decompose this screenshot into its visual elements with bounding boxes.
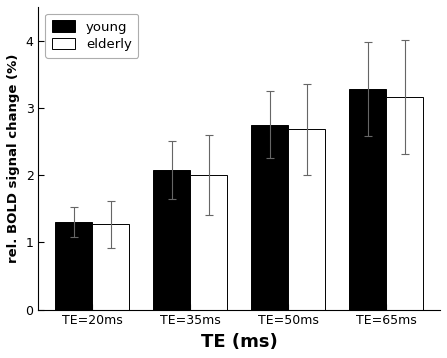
Legend: young, elderly: young, elderly <box>45 14 138 58</box>
X-axis label: TE (ms): TE (ms) <box>201 333 278 351</box>
Bar <box>349 89 386 310</box>
Bar <box>153 170 190 310</box>
Bar <box>288 129 325 310</box>
Bar <box>251 125 288 310</box>
Bar <box>55 222 92 310</box>
Y-axis label: rel. BOLD signal change (%): rel. BOLD signal change (%) <box>7 54 20 263</box>
Bar <box>92 224 130 310</box>
Bar <box>190 175 228 310</box>
Bar <box>386 97 423 310</box>
